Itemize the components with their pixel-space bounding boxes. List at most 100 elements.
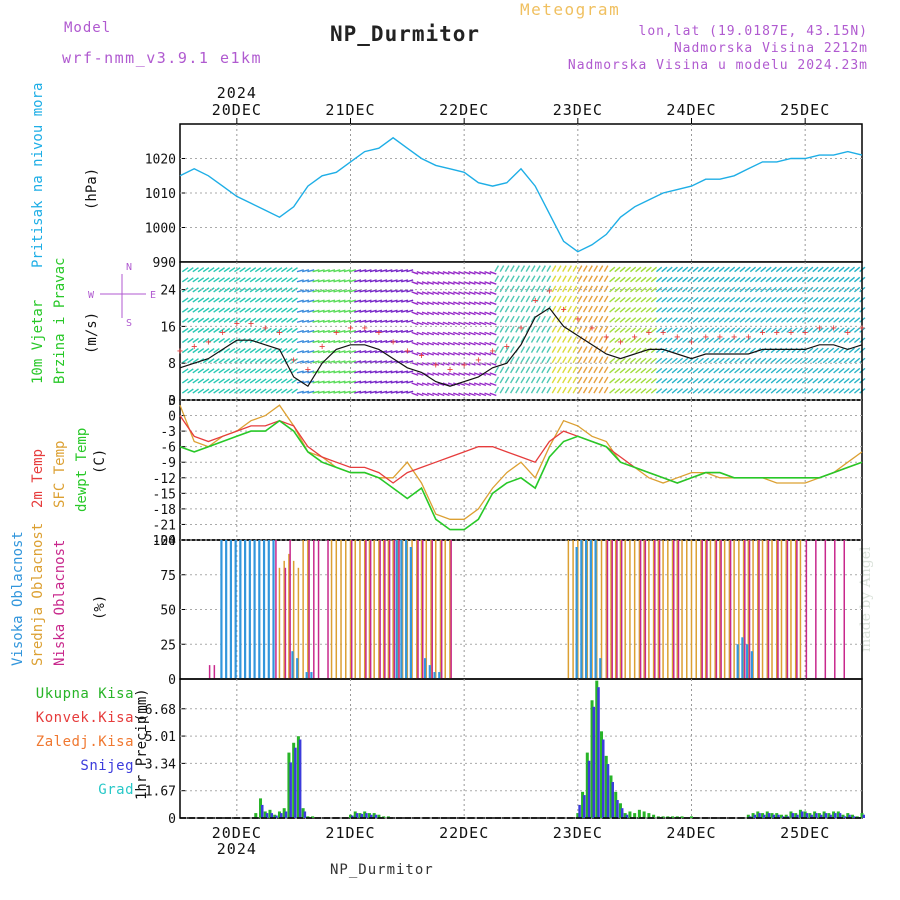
wind-barb xyxy=(354,309,362,313)
wind-barb xyxy=(822,327,829,333)
wind-barb xyxy=(598,315,604,323)
wind-barb-field xyxy=(181,265,866,397)
wind-barb xyxy=(838,317,845,323)
wind-barb xyxy=(406,370,414,374)
wind-barb xyxy=(656,337,663,344)
precip-total-bar xyxy=(642,811,646,818)
wind-barb xyxy=(838,377,845,384)
wind-barb xyxy=(666,286,673,293)
precipitation-ytick-label: 5.01 xyxy=(145,730,176,745)
wind-barb xyxy=(473,351,481,356)
wind-barb xyxy=(442,372,450,376)
wind-barb xyxy=(202,297,210,303)
wind-barb xyxy=(286,267,293,273)
wind-barb xyxy=(520,336,526,343)
wind-barb xyxy=(619,367,626,374)
wind-barb xyxy=(223,317,231,323)
wind-barb xyxy=(676,388,684,394)
wind-barb xyxy=(843,296,850,303)
wind-barb xyxy=(796,266,803,273)
wind-barb xyxy=(509,285,515,293)
wind-barb xyxy=(843,317,850,323)
wind-barb xyxy=(624,357,632,364)
wind-barb xyxy=(536,336,541,343)
wind-barb xyxy=(432,372,440,376)
wind-barb xyxy=(739,307,746,313)
wind-barb xyxy=(202,327,210,333)
wind-barb xyxy=(291,358,298,364)
wind-barb xyxy=(400,329,409,334)
wind-barb xyxy=(588,376,593,384)
wind-barb xyxy=(411,392,419,397)
wind-barb xyxy=(426,392,435,397)
wind-barb xyxy=(614,377,621,384)
temperature-ytick-label: 3 xyxy=(168,394,176,409)
wind-barb xyxy=(718,388,725,394)
wind-barb xyxy=(791,266,798,273)
precip-total-bar xyxy=(254,813,258,818)
wind-barb xyxy=(322,390,330,394)
wind-gust-marker: + xyxy=(660,328,666,339)
wind-barb xyxy=(645,296,652,303)
wind-barb xyxy=(754,317,762,323)
precipitation-ytick-label: 6.68 xyxy=(145,703,176,718)
wind-barb xyxy=(656,307,663,313)
wind-barb xyxy=(645,388,652,394)
wind-barb xyxy=(708,388,715,394)
wind-barb xyxy=(546,275,552,283)
wind-barb xyxy=(234,297,241,303)
wind-barb xyxy=(239,307,246,313)
wind-barb xyxy=(333,380,341,384)
wind-barb xyxy=(692,276,699,283)
wind-barb xyxy=(202,317,210,323)
wind-barb xyxy=(786,377,793,384)
wind-barb xyxy=(739,377,746,384)
wind-barb xyxy=(234,388,241,394)
wind-barb xyxy=(239,327,246,333)
wind-barb xyxy=(629,317,637,323)
wind-barb xyxy=(734,337,741,344)
wind-barb xyxy=(421,341,429,346)
precip-snow-bar xyxy=(616,800,619,818)
wind-barb xyxy=(473,291,481,295)
wind-barb xyxy=(479,331,487,336)
wind-barb xyxy=(390,299,398,303)
wind-barb xyxy=(713,307,720,313)
precip-snow-bar xyxy=(758,813,761,818)
wind-barb xyxy=(499,356,505,364)
temp2m-line xyxy=(179,415,863,484)
wind-barb xyxy=(541,366,546,374)
wind-barb xyxy=(598,325,604,333)
wind-barb xyxy=(343,350,351,354)
wind-barb xyxy=(635,327,642,333)
wind-barb xyxy=(265,327,272,333)
wind-barb xyxy=(734,357,741,364)
wind-barb xyxy=(760,337,767,344)
wind-barb xyxy=(598,295,604,303)
wind-barb xyxy=(582,305,588,313)
wind-dir-south: S xyxy=(126,318,132,329)
precip-snow-bar xyxy=(265,813,269,818)
precip-snow-bar xyxy=(824,813,828,818)
wind-barb xyxy=(260,317,267,323)
wind-barb xyxy=(406,279,414,283)
wind-barb xyxy=(468,311,476,316)
wind-barb xyxy=(280,378,288,384)
wind-barb xyxy=(744,296,751,303)
wind-barb xyxy=(509,336,515,343)
wind-barb xyxy=(520,265,526,273)
wind-barb xyxy=(770,377,777,384)
wind-barb xyxy=(770,388,777,394)
wind-barb xyxy=(556,336,562,343)
wind-barb xyxy=(708,296,715,303)
wind-barb xyxy=(541,295,546,303)
wind-barb xyxy=(702,388,710,394)
wind-barb xyxy=(760,388,767,394)
wind-barb xyxy=(562,285,567,293)
precip-total-bar xyxy=(372,813,376,818)
wind-barb xyxy=(421,321,429,326)
wind-barb xyxy=(275,337,283,344)
wind-barb xyxy=(442,321,450,326)
wind-barb xyxy=(395,390,403,394)
wind-barb xyxy=(218,307,225,313)
